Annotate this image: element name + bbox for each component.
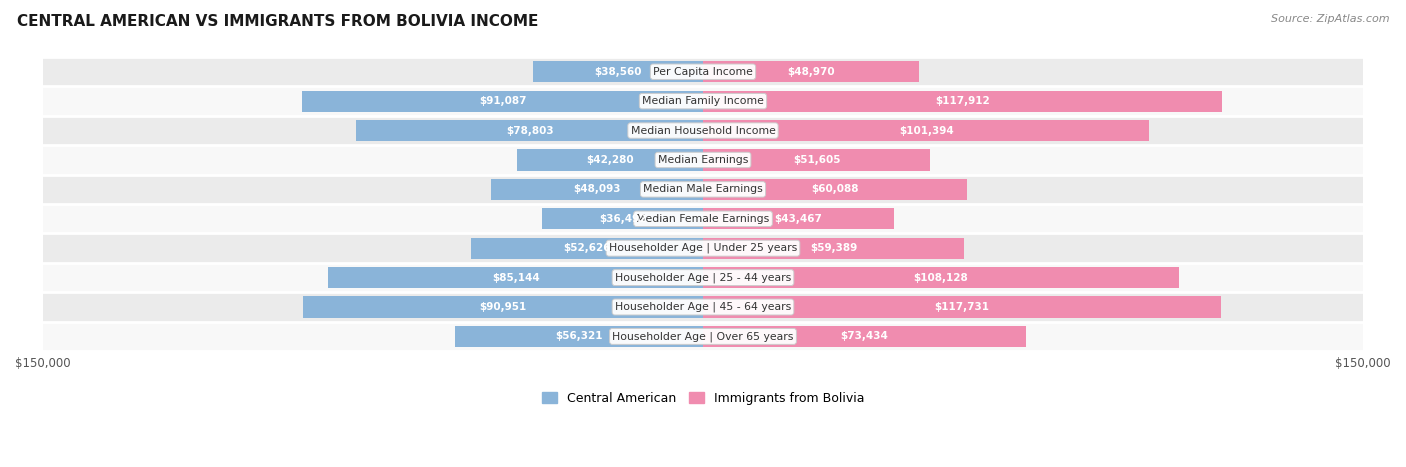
Bar xyxy=(42,175,1364,204)
Text: $117,731: $117,731 xyxy=(935,302,990,312)
Bar xyxy=(703,149,931,170)
Text: Householder Age | 45 - 64 years: Householder Age | 45 - 64 years xyxy=(614,302,792,312)
Text: $38,560: $38,560 xyxy=(595,67,643,77)
Bar xyxy=(491,179,703,200)
Text: Median Household Income: Median Household Income xyxy=(630,126,776,135)
Bar xyxy=(42,86,1364,116)
Bar xyxy=(42,292,1364,322)
Text: Householder Age | Over 65 years: Householder Age | Over 65 years xyxy=(612,331,794,342)
Text: $85,144: $85,144 xyxy=(492,273,540,283)
Text: $51,605: $51,605 xyxy=(793,155,841,165)
Text: Median Earnings: Median Earnings xyxy=(658,155,748,165)
Text: $59,389: $59,389 xyxy=(810,243,858,253)
Bar xyxy=(703,238,965,259)
Text: $43,467: $43,467 xyxy=(775,214,823,224)
Bar xyxy=(703,208,894,229)
Text: Median Female Earnings: Median Female Earnings xyxy=(637,214,769,224)
Bar xyxy=(703,179,967,200)
Bar xyxy=(703,297,1222,318)
Bar xyxy=(42,145,1364,175)
Bar xyxy=(471,238,703,259)
Bar xyxy=(703,120,1149,141)
Text: $56,321: $56,321 xyxy=(555,332,603,341)
Bar xyxy=(703,326,1026,347)
Text: Per Capita Income: Per Capita Income xyxy=(652,67,754,77)
Bar xyxy=(42,116,1364,145)
Text: $42,280: $42,280 xyxy=(586,155,634,165)
Text: $36,492: $36,492 xyxy=(599,214,647,224)
Legend: Central American, Immigrants from Bolivia: Central American, Immigrants from Bolivi… xyxy=(537,387,869,410)
Bar xyxy=(42,57,1364,86)
Bar xyxy=(703,91,1222,112)
Text: CENTRAL AMERICAN VS IMMIGRANTS FROM BOLIVIA INCOME: CENTRAL AMERICAN VS IMMIGRANTS FROM BOLI… xyxy=(17,14,538,29)
Text: $48,093: $48,093 xyxy=(574,184,621,194)
Text: $108,128: $108,128 xyxy=(914,273,969,283)
Text: $101,394: $101,394 xyxy=(898,126,953,135)
Bar xyxy=(517,149,703,170)
Bar xyxy=(302,91,703,112)
Bar xyxy=(42,204,1364,234)
Text: Median Family Income: Median Family Income xyxy=(643,96,763,106)
Bar xyxy=(42,322,1364,351)
Text: $60,088: $60,088 xyxy=(811,184,859,194)
Text: $117,912: $117,912 xyxy=(935,96,990,106)
Bar xyxy=(703,61,918,82)
Bar xyxy=(356,120,703,141)
Text: $48,970: $48,970 xyxy=(787,67,835,77)
Bar xyxy=(543,208,703,229)
Bar xyxy=(302,297,703,318)
Text: $91,087: $91,087 xyxy=(479,96,526,106)
Text: $73,434: $73,434 xyxy=(841,332,889,341)
Bar xyxy=(456,326,703,347)
Bar xyxy=(42,263,1364,292)
Text: Source: ZipAtlas.com: Source: ZipAtlas.com xyxy=(1271,14,1389,24)
Text: $90,951: $90,951 xyxy=(479,302,526,312)
Text: Householder Age | 25 - 44 years: Householder Age | 25 - 44 years xyxy=(614,272,792,283)
Bar xyxy=(533,61,703,82)
Text: Median Male Earnings: Median Male Earnings xyxy=(643,184,763,194)
Text: $52,626: $52,626 xyxy=(564,243,612,253)
Bar xyxy=(328,267,703,288)
Bar xyxy=(703,267,1178,288)
Text: Householder Age | Under 25 years: Householder Age | Under 25 years xyxy=(609,243,797,254)
Bar xyxy=(42,234,1364,263)
Text: $78,803: $78,803 xyxy=(506,126,554,135)
